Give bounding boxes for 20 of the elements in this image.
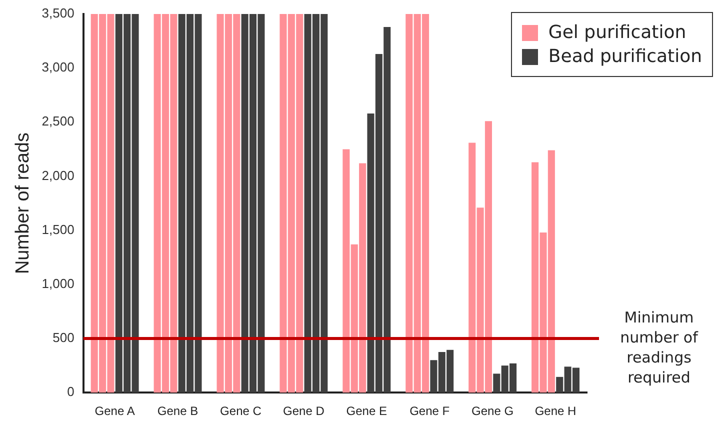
x-tick-label: Gene E xyxy=(346,404,387,418)
ref-line-label: Minimum number of readings required xyxy=(620,308,699,386)
x-tick-label: Gene F xyxy=(410,404,450,418)
y-tick-label: 3,000 xyxy=(42,60,74,75)
legend-label: Bead purification xyxy=(548,46,702,67)
x-tick-label: Gene C xyxy=(220,404,262,418)
legend-label: Gel purification xyxy=(548,22,686,43)
y-tick-label: 3,500 xyxy=(42,6,74,21)
y-tick-label: 500 xyxy=(52,330,74,346)
y-tick-label: 1,500 xyxy=(42,222,74,237)
x-tick-label: Gene D xyxy=(283,404,325,418)
x-tick-label: Gene B xyxy=(157,404,198,418)
y-axis-title: Number of reads xyxy=(12,132,34,274)
y-tick-label: 2,000 xyxy=(42,168,74,183)
y-tick-label: 1,000 xyxy=(42,276,74,292)
y-tick-label: 2,500 xyxy=(42,114,74,129)
x-tick-label: Gene G xyxy=(472,404,514,418)
x-tick-label: Gene H xyxy=(534,404,576,418)
y-tick-label: 0 xyxy=(67,384,74,400)
x-tick-label: Gene A xyxy=(94,404,135,418)
